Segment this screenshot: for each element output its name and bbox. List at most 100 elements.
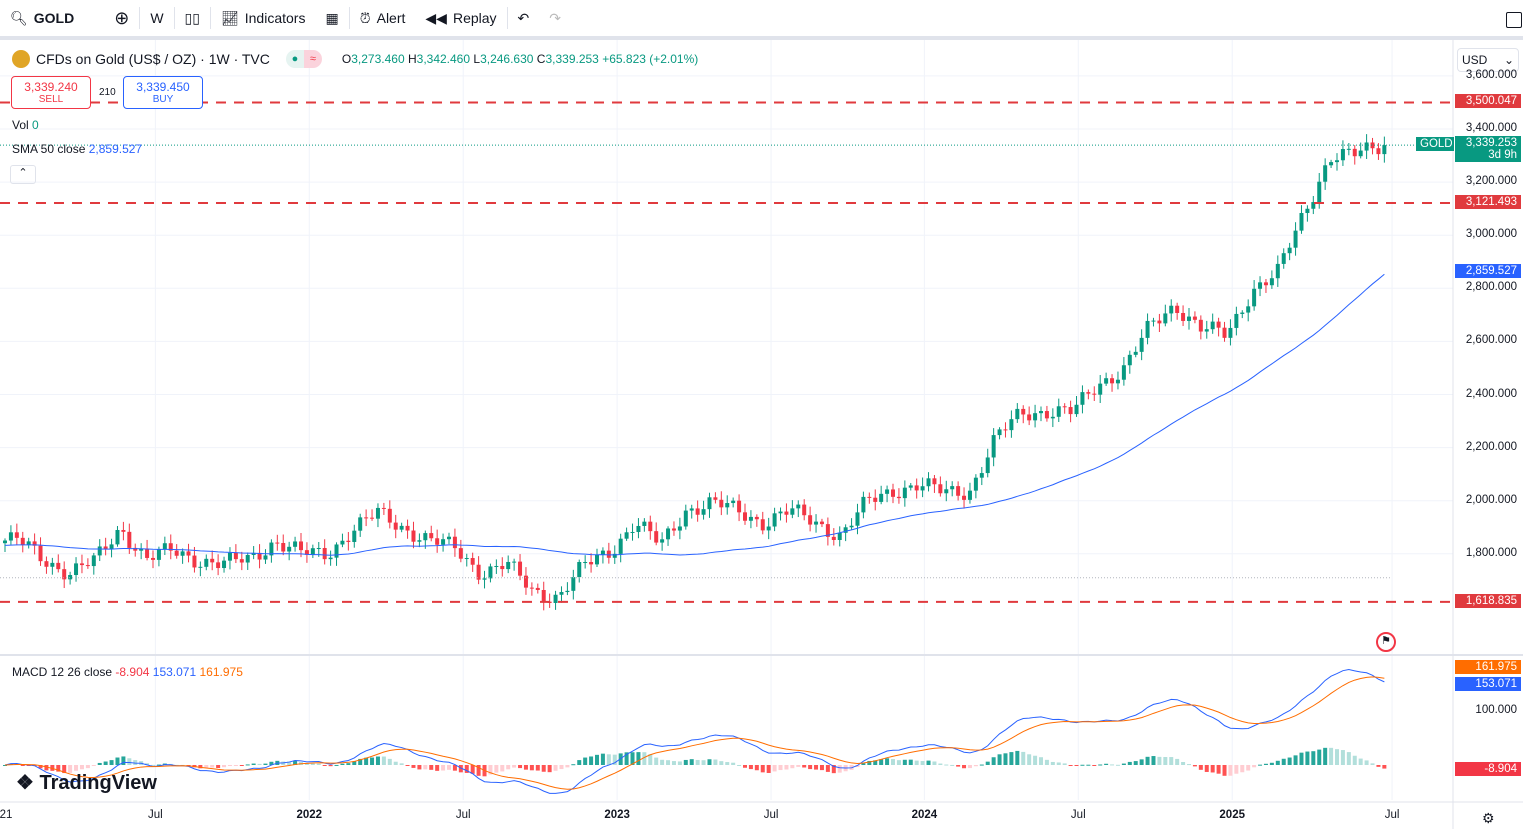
macd-histogram-bar <box>405 765 410 766</box>
macd-histogram-bar <box>885 758 890 765</box>
macd-histogram-bar <box>1098 764 1103 766</box>
macd-histogram-bar <box>1192 765 1197 767</box>
candle-body <box>50 562 55 567</box>
chevron-up-icon: ⌃ <box>18 167 28 179</box>
settings-gear-icon[interactable]: ⚙ <box>1482 810 1495 826</box>
candle-body <box>435 538 440 545</box>
us-flag-event-icon[interactable]: ⚑ <box>1376 632 1396 652</box>
sell-button[interactable]: 3,339.240 SELL <box>11 76 91 109</box>
tv-logo-icon: ❖ <box>16 772 34 794</box>
candle-body <box>8 532 13 541</box>
candle-body <box>784 511 789 515</box>
candle-body <box>879 493 884 502</box>
fullscreen-button[interactable] <box>1506 12 1522 28</box>
indicators-button[interactable]: 📈︎ Indicators <box>220 9 306 27</box>
macd-line <box>4 668 1385 794</box>
candle-body <box>1039 411 1043 414</box>
candle-body <box>624 532 629 539</box>
candle-body <box>908 485 913 488</box>
alert-button[interactable]: ⏰︎ Alert <box>359 9 406 27</box>
macd-histogram-bar <box>68 765 73 773</box>
macd-histogram-bar <box>423 765 428 770</box>
macd-histogram-bar <box>541 765 546 772</box>
macd-histogram-bar <box>198 765 203 769</box>
macd-histogram-bar <box>370 757 375 765</box>
candle-body <box>1080 392 1085 405</box>
redo-button[interactable]: ↷ <box>539 0 571 36</box>
layouts-button[interactable]: ▦ <box>315 0 348 36</box>
candle-body <box>1127 354 1132 366</box>
candle-body <box>38 545 43 562</box>
candle-body <box>417 540 422 542</box>
macd-histogram-bar <box>210 765 215 768</box>
macd-histogram-bar <box>772 765 777 772</box>
macd-histogram-bar <box>103 761 108 765</box>
candle-body <box>855 512 860 526</box>
replay-button[interactable]: ◀◀ Replay <box>425 9 497 27</box>
candle-body <box>245 554 250 563</box>
macd-histogram-bar <box>754 765 759 771</box>
candle-body <box>831 536 836 540</box>
price-axis-label: 3,400.000 <box>1465 122 1517 134</box>
candle-body <box>1210 321 1215 330</box>
macd-histogram-bar <box>595 754 599 765</box>
buy-button[interactable]: 3,339.450 BUY <box>123 76 203 109</box>
divider <box>139 7 141 29</box>
time-axis-label: 2025 <box>1219 809 1245 821</box>
macd-histogram-bar <box>97 762 102 765</box>
macd-histogram-bar <box>985 761 990 765</box>
chart-type-button[interactable]: ▯▯ <box>175 0 210 36</box>
undo-button[interactable]: ↶ <box>508 0 540 36</box>
candle-body <box>1056 406 1061 417</box>
macd-histogram-bar <box>411 765 416 768</box>
redo-icon: ↷ <box>549 9 562 26</box>
divider <box>209 7 211 29</box>
macd-histogram-bar <box>920 761 925 765</box>
candle-body <box>62 569 67 580</box>
macd-histogram-bar <box>553 765 558 771</box>
macd-histogram-bar <box>559 765 564 770</box>
macd-histogram-bar <box>115 757 120 765</box>
macd-histogram-bar <box>1210 765 1215 773</box>
candle-body <box>1216 321 1221 328</box>
symbol-search[interactable]: 🔍︎ GOLD <box>10 9 75 27</box>
candle-body <box>595 554 599 565</box>
candle-body <box>891 489 895 497</box>
interval-button[interactable]: W <box>150 10 164 26</box>
macd-histogram-bar <box>304 763 309 765</box>
macd-histogram-bar <box>1216 765 1221 774</box>
macd-histogram-bar <box>802 765 807 768</box>
candle-body <box>1068 407 1073 415</box>
chart-canvas[interactable] <box>0 40 1523 829</box>
candle-body <box>1169 305 1174 314</box>
collapse-legend-button[interactable]: ⌃ <box>10 165 36 184</box>
macd-histogram-bar <box>375 756 380 765</box>
candle-body <box>429 533 434 539</box>
macd-signal-tag: 161.975 <box>1455 660 1521 674</box>
currency-select[interactable]: USD ⌄ <box>1457 48 1519 72</box>
macd-histogram-bar <box>1335 749 1339 765</box>
candle-body <box>837 532 842 540</box>
candle-body <box>1287 247 1292 254</box>
macd-histogram-bar <box>358 758 363 765</box>
compare-button[interactable]: ⊕ <box>104 0 139 36</box>
candle-body <box>867 496 872 498</box>
macd-histogram-bar <box>1086 764 1091 766</box>
price-axis-label: 2,800.000 <box>1465 281 1517 294</box>
candle-body <box>239 559 244 563</box>
candle-body <box>1228 327 1233 338</box>
macd-histogram-bar <box>1317 749 1322 765</box>
candle-body <box>565 590 570 593</box>
market-status[interactable]: ● ≈ <box>285 50 322 68</box>
candle-body <box>743 512 747 521</box>
macd-histogram-bar <box>74 765 79 771</box>
candle-body <box>612 553 617 558</box>
macd-histogram-bar <box>1080 764 1085 766</box>
macd-histogram-bar <box>328 765 333 767</box>
candle-body <box>387 508 392 523</box>
candle-body <box>1015 408 1020 420</box>
macd-histogram-bar <box>251 763 256 765</box>
macd-histogram-bar <box>891 759 895 765</box>
macd-histogram-bar <box>1050 761 1055 765</box>
macd-histogram-bar <box>1382 765 1387 769</box>
